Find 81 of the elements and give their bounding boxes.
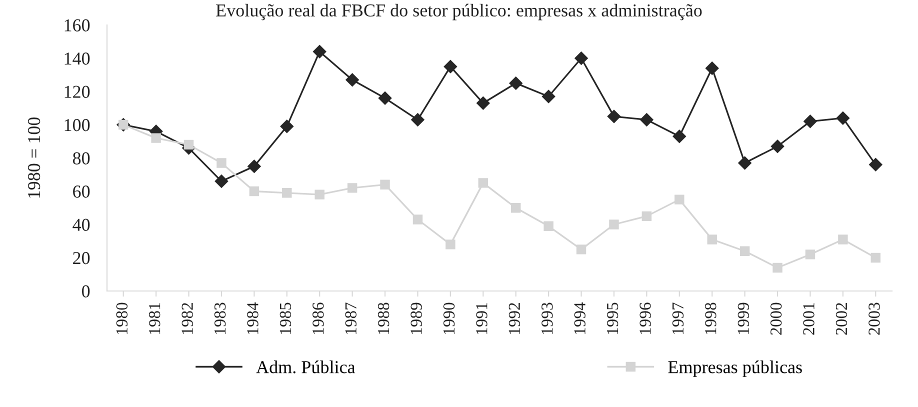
point (314, 190, 324, 200)
y-tick-label: 140 (64, 52, 90, 65)
point (214, 174, 228, 188)
point (248, 160, 261, 173)
point (706, 62, 719, 75)
x-tick-label: 1997 (672, 302, 684, 334)
x-tick-label: 1998 (705, 302, 716, 334)
point (672, 130, 686, 143)
point (772, 262, 782, 273)
point (544, 221, 554, 232)
point (609, 220, 619, 230)
point (640, 113, 654, 126)
point (280, 120, 294, 133)
legend-label: Empresas públicas (668, 360, 802, 377)
x-tick-label: 2002 (836, 303, 848, 335)
y-tick-label: 60 (73, 186, 90, 198)
point (707, 234, 717, 244)
point (738, 156, 752, 170)
x-tick-label: 2000 (770, 302, 782, 335)
x-tick-label: 1980 (116, 302, 128, 334)
point (444, 60, 458, 74)
x-tick-label: 1996 (640, 302, 651, 334)
x-tick-label: 1987 (345, 302, 356, 334)
point (836, 112, 850, 125)
point (804, 114, 817, 128)
x-tick-label: 1995 (606, 302, 618, 334)
x-tick-label: 1984 (247, 302, 258, 334)
point (770, 140, 784, 153)
y-axis-title: 1980 = 100 (28, 117, 40, 198)
x-tick-label: 1988 (378, 302, 390, 334)
point (346, 73, 359, 86)
point (576, 244, 586, 254)
point (805, 250, 816, 260)
y-tick-label: 40 (72, 218, 90, 231)
x-tick-label: 1989 (410, 302, 422, 334)
chart-title: Evolução real da FBCF do setor público: empresas x administração (216, 4, 702, 20)
point (216, 158, 226, 168)
point (249, 186, 260, 196)
point (411, 113, 424, 126)
point (869, 158, 882, 172)
y-tick-label: 100 (64, 119, 90, 132)
x-tick-label: 1994 (574, 302, 586, 334)
point (151, 133, 161, 143)
point (478, 178, 488, 188)
point (282, 188, 292, 198)
point (674, 194, 684, 204)
y-tick-label: 160 (64, 19, 90, 32)
point (870, 252, 881, 263)
x-tick-label: 2001 (803, 303, 814, 335)
point (347, 183, 358, 193)
point (380, 180, 390, 190)
x-tick-label: 1992 (508, 303, 520, 334)
point (412, 214, 423, 224)
point (378, 92, 392, 105)
point (446, 240, 456, 250)
legend-label: Adm. Pública (256, 360, 356, 374)
point (838, 234, 848, 244)
y-tick-label: 80 (72, 152, 90, 164)
y-tick-label: 120 (64, 86, 90, 98)
point (642, 211, 652, 222)
point (574, 52, 588, 65)
point (740, 246, 750, 256)
x-tick-label: 1986 (312, 302, 324, 334)
x-tick-label: 2003 (868, 302, 880, 335)
x-tick-label: 1982 (182, 303, 193, 334)
x-tick-label: 1991 (476, 303, 488, 334)
y-tick-label: 20 (73, 252, 90, 264)
point (542, 90, 556, 104)
x-tick-label: 1983 (214, 302, 226, 334)
x-tick-label: 1985 (280, 302, 292, 334)
point (184, 140, 194, 150)
point (313, 45, 326, 58)
x-tick-label: 1990 (443, 302, 455, 334)
point (510, 203, 521, 213)
x-tick-label: 1981 (148, 303, 160, 334)
x-tick-label: 1993 (542, 302, 553, 334)
point (509, 76, 522, 90)
y-tick-label: 0 (82, 285, 90, 298)
x-tick-label: 1999 (738, 302, 749, 334)
point (476, 96, 490, 110)
point (607, 110, 621, 124)
